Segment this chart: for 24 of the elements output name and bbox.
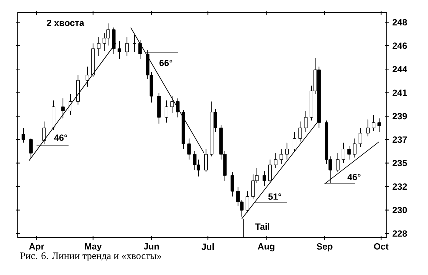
y-tick-label: 228 bbox=[392, 230, 408, 237]
annotation: 2 хвоста bbox=[47, 20, 85, 26]
y-tick-label: 232 bbox=[392, 184, 408, 190]
text: Рис. 6. Линии тренда и «хвосты» bbox=[20, 252, 162, 262]
y-tick-label: 235 bbox=[392, 160, 408, 166]
y-tick-label: 241 bbox=[392, 90, 408, 96]
y-tick-label: 230 bbox=[392, 207, 408, 214]
x-tick-label: May bbox=[85, 244, 102, 252]
annotation: 46° bbox=[54, 134, 68, 142]
y-tick-label: 244 bbox=[392, 66, 408, 73]
y-tick-label: 237 bbox=[392, 136, 408, 144]
x-tick-label: Sep bbox=[316, 244, 333, 252]
x-tick-label: Jul bbox=[202, 244, 214, 250]
y-tick-label: 248 bbox=[392, 19, 408, 26]
y-tick-label: 246 bbox=[392, 42, 408, 50]
annotation: 51° bbox=[268, 194, 282, 200]
y-tick-label: 239 bbox=[392, 113, 408, 120]
x-tick-label: Aug bbox=[258, 244, 275, 252]
annotation: 46° bbox=[348, 174, 361, 180]
annotation: Tail bbox=[255, 223, 270, 230]
x-tick-label: Jun bbox=[144, 244, 160, 250]
annotation: 66° bbox=[160, 60, 173, 66]
x-tick-label: Oct bbox=[374, 244, 389, 250]
x-tick-label: Apr bbox=[29, 244, 44, 252]
